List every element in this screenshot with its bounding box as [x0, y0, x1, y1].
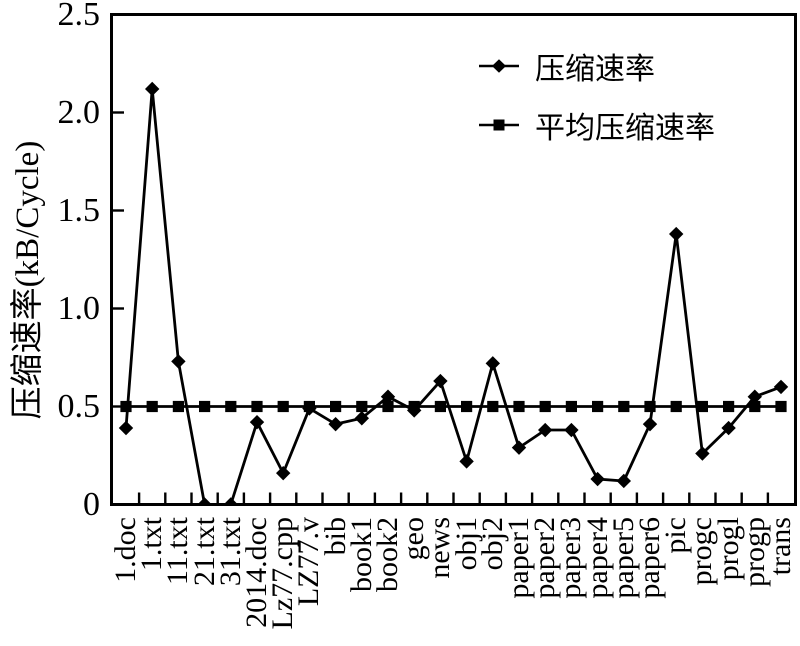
data-point-diamond	[276, 465, 291, 481]
series-line-0	[124, 88, 782, 506]
data-point-diamond	[747, 389, 762, 404]
data-point-square	[487, 400, 499, 413]
data-point-square	[775, 400, 787, 413]
data-point-square	[172, 400, 184, 413]
data-point-square	[356, 400, 368, 413]
data-point-square	[408, 400, 420, 413]
data-point-square	[565, 400, 577, 413]
data-point-square	[513, 400, 525, 413]
data-point-square	[330, 400, 342, 413]
data-point-square	[382, 400, 394, 413]
diamond-marker-icon	[479, 59, 519, 73]
y-tick-label: 1.5	[57, 191, 101, 229]
data-point-diamond	[616, 473, 631, 489]
data-point-diamond	[328, 416, 343, 432]
x-tick-label: trans	[764, 517, 797, 576]
data-point-diamond	[590, 471, 605, 487]
data-point-diamond	[669, 226, 684, 242]
data-point-square	[749, 400, 761, 413]
data-point-square	[434, 400, 446, 413]
data-point-square	[146, 400, 158, 413]
y-axis-title: 压缩速率(kB/Cycle)	[10, 140, 46, 420]
data-point-diamond	[695, 446, 710, 461]
data-point-square	[225, 400, 237, 413]
y-tick-label: 2.0	[57, 93, 101, 131]
data-point-diamond	[171, 354, 186, 369]
y-tick-label: 2.5	[57, 0, 101, 33]
data-point-diamond	[354, 411, 369, 426]
data-point-diamond	[721, 420, 736, 436]
data-point-square	[199, 400, 211, 413]
data-point-diamond	[249, 414, 265, 430]
data-point-square	[696, 400, 708, 413]
data-point-diamond	[564, 422, 579, 438]
data-point-diamond	[485, 356, 500, 371]
data-point-diamond	[223, 497, 238, 506]
data-point-diamond	[459, 454, 474, 469]
plot-svg	[110, 13, 797, 506]
legend-label-average-compression-rate: 平均压缩速率	[535, 112, 715, 145]
data-point-square	[461, 400, 473, 413]
data-point-square	[618, 400, 630, 413]
data-point-diamond	[642, 416, 658, 432]
y-tick-label: 1.0	[57, 289, 101, 327]
square-marker-icon	[479, 119, 519, 131]
data-point-diamond	[511, 440, 527, 455]
legend-label-compression-rate: 压缩速率	[535, 53, 655, 86]
plot-frame	[110, 13, 797, 506]
data-point-square	[251, 400, 263, 413]
y-tick-label: 0	[83, 485, 100, 523]
data-point-square	[539, 400, 551, 413]
data-point-diamond	[773, 379, 789, 395]
data-point-square	[592, 400, 604, 413]
data-point-diamond	[145, 81, 160, 97]
data-point-square	[670, 400, 682, 413]
legend-item-average-compression-rate: 平均压缩速率	[479, 108, 715, 145]
legend: 压缩速率 平均压缩速率	[479, 49, 715, 145]
legend-item-compression-rate: 压缩速率	[479, 49, 715, 86]
data-point-square	[277, 400, 289, 413]
data-point-diamond	[118, 420, 134, 436]
data-point-diamond	[380, 389, 396, 404]
data-point-square	[120, 400, 132, 413]
data-point-diamond	[433, 373, 448, 389]
data-point-square	[303, 400, 315, 413]
data-point-diamond	[197, 497, 212, 506]
data-point-square	[723, 400, 735, 413]
y-tick-label: 0.5	[57, 387, 101, 425]
data-point-square	[644, 400, 656, 413]
